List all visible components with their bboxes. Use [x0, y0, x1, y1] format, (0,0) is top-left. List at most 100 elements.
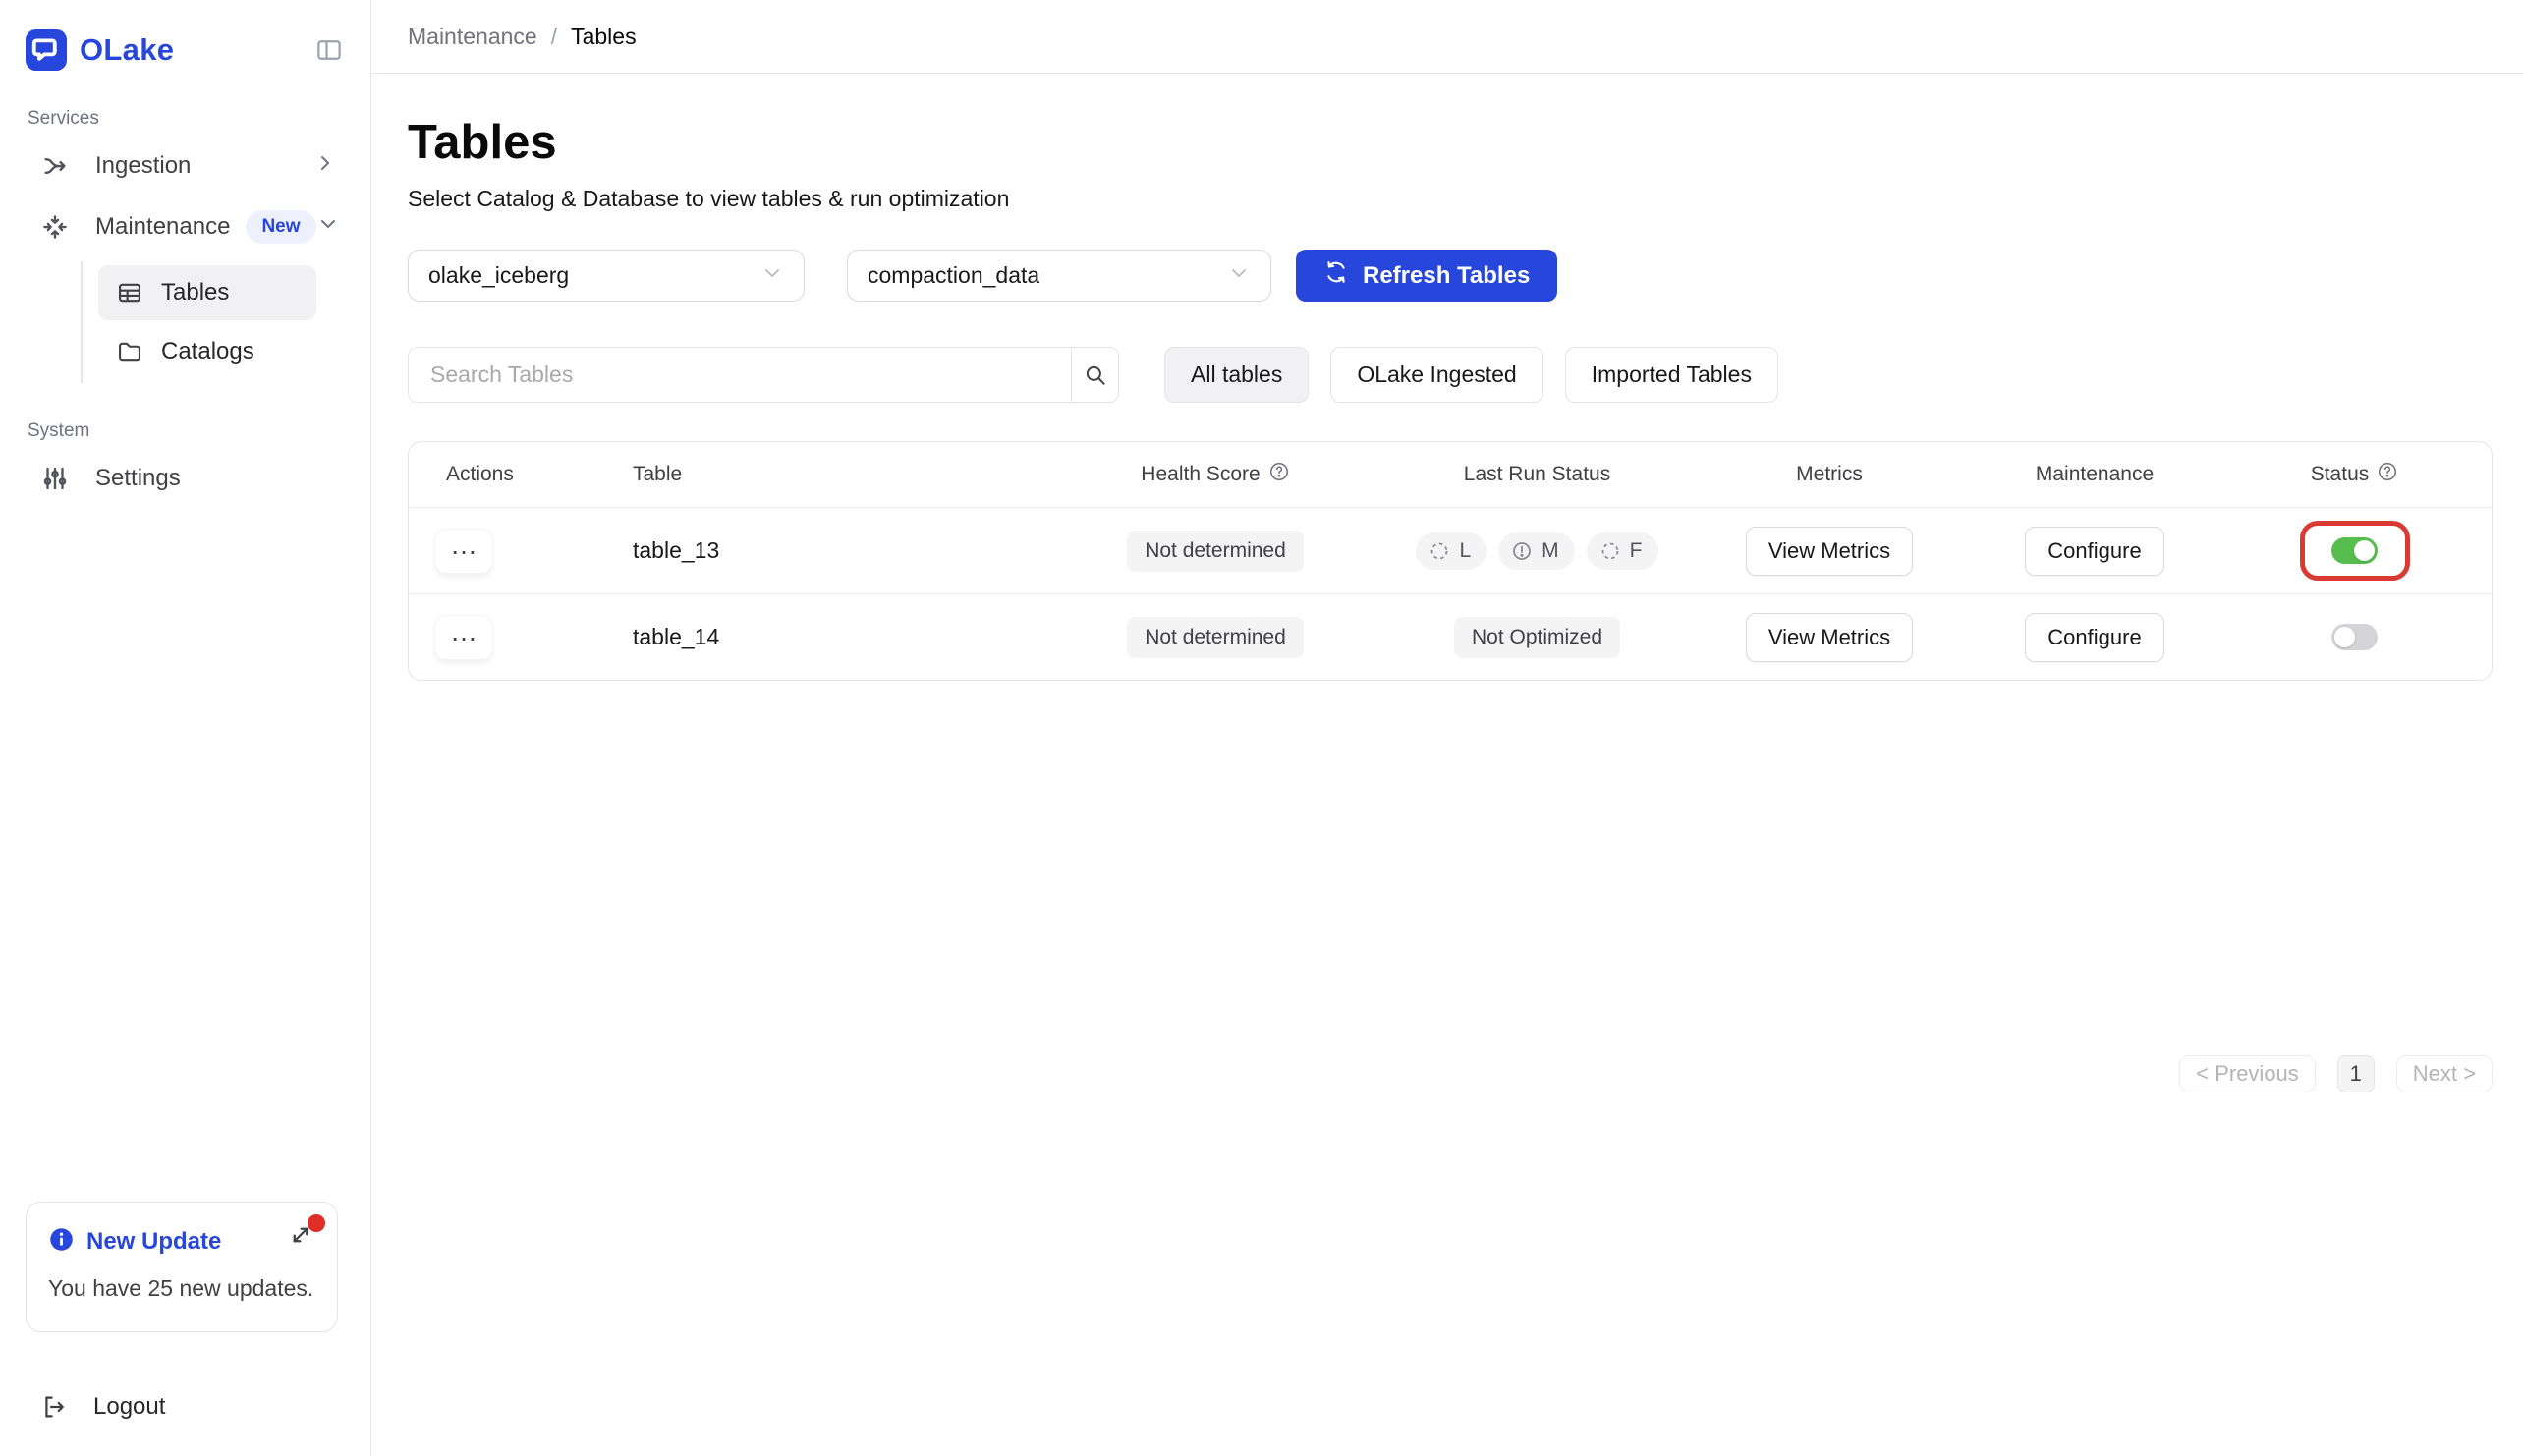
page-subtitle: Select Catalog & Database to view tables… [408, 186, 1010, 211]
breadcrumb-parent[interactable]: Maintenance [408, 23, 537, 49]
filter-all-tables[interactable]: All tables [1164, 347, 1310, 403]
sidebar-collapse-icon[interactable] [311, 32, 347, 68]
run-badge-l: L [1416, 532, 1487, 570]
sidebar-item-tables[interactable]: Tables [98, 265, 316, 320]
services-section-label: Services [28, 108, 99, 129]
chevron-right-icon [313, 151, 337, 182]
ingestion-label: Ingestion [95, 152, 192, 179]
refresh-icon [1323, 259, 1349, 292]
help-circle-icon[interactable] [2377, 461, 2398, 488]
filter-imported-tables[interactable]: Imported Tables [1564, 347, 1778, 403]
page-title: Tables [408, 116, 557, 169]
current-page-indicator[interactable]: 1 [2336, 1055, 2375, 1092]
maintenance-label: Maintenance [95, 213, 231, 240]
col-health-score: Health Score [1043, 461, 1387, 488]
last-run-status-badges: L M [1416, 532, 1658, 570]
sidebar-item-settings[interactable]: Settings [26, 448, 347, 509]
breadcrumb: Maintenance / Tables [371, 0, 2523, 74]
logout-label: Logout [93, 1393, 166, 1420]
search-filter-row: All tables OLake Ingested Imported Table… [408, 347, 2493, 403]
view-metrics-button[interactable]: View Metrics [1745, 612, 1914, 662]
pagination: < Previous 1 Next > [408, 1055, 2493, 1092]
system-section-label: System [28, 420, 90, 441]
refresh-button-label: Refresh Tables [1363, 261, 1531, 289]
toggle-thumb [2354, 540, 2375, 561]
table-row: … table_14 Not determined Not Optimized … [409, 593, 2492, 680]
toggle-thumb [2334, 627, 2355, 647]
table-icon [116, 279, 143, 307]
col-maintenance: Maintenance [2035, 463, 2155, 485]
chevron-down-icon [316, 212, 340, 243]
olake-logo-icon [26, 29, 67, 71]
next-page-button[interactable]: Next > [2395, 1055, 2493, 1092]
run-badge-m: M [1498, 532, 1575, 570]
table-filters: All tables OLake Ingested Imported Table… [1164, 347, 1778, 403]
main-content: Maintenance / Tables Tables Select Catal… [371, 0, 2523, 1456]
filter-olake-ingested[interactable]: OLake Ingested [1330, 347, 1543, 403]
catalog-database-row: olake_iceberg compaction_data [408, 250, 2493, 302]
last-run-status-badge: Not Optimized [1453, 616, 1621, 658]
search-icon[interactable] [1071, 348, 1118, 402]
sidebar: OLake Services Ingestion [0, 0, 371, 1456]
logout-button[interactable]: Logout [26, 1393, 347, 1421]
health-score-badge: Not determined [1127, 616, 1304, 658]
settings-label: Settings [95, 465, 181, 491]
refresh-tables-button[interactable]: Refresh Tables [1296, 250, 1558, 302]
col-last-run-status: Last Run Status [1463, 463, 1611, 485]
previous-page-button[interactable]: < Previous [2179, 1055, 2316, 1092]
chevron-down-icon [760, 261, 784, 291]
expand-icon[interactable] [286, 1214, 325, 1254]
pending-circle-icon [1428, 539, 1451, 563]
catalog-select[interactable]: olake_iceberg [408, 250, 805, 302]
sidebar-item-maintenance[interactable]: Maintenance New [26, 196, 347, 257]
col-actions: Actions [446, 463, 514, 485]
col-metrics: Metrics [1796, 463, 1863, 485]
table-name: table_13 [633, 537, 720, 563]
logout-icon [40, 1393, 68, 1421]
help-circle-icon[interactable] [1268, 461, 1290, 488]
notification-dot [308, 1214, 325, 1232]
table-row: … table_13 Not determined L [409, 507, 2492, 593]
catalogs-label: Catalogs [161, 338, 254, 364]
tables-table: Actions Table Health Score Last Run Sta [408, 441, 2493, 681]
settings-sliders-icon [40, 464, 70, 493]
table-header-row: Actions Table Health Score Last Run Sta [409, 442, 2492, 507]
update-card-title: New Update [86, 1228, 222, 1255]
folder-icon [116, 338, 143, 365]
sidebar-spacer [26, 509, 347, 1202]
alert-circle-icon [1510, 539, 1534, 563]
configure-button[interactable]: Configure [2025, 612, 2164, 662]
breadcrumb-current: Tables [571, 23, 637, 49]
sidebar-item-ingestion[interactable]: Ingestion [26, 136, 347, 196]
pending-circle-icon [1598, 539, 1622, 563]
row-actions-menu-button[interactable]: … [434, 528, 493, 574]
database-select-value: compaction_data [868, 262, 1040, 288]
breadcrumb-separator: / [550, 23, 558, 49]
update-card-body: You have 25 new updates. [48, 1275, 314, 1301]
chevron-down-icon [1227, 261, 1251, 291]
row-actions-menu-button[interactable]: … [434, 614, 493, 660]
search-box [408, 347, 1119, 403]
tables-label: Tables [161, 279, 230, 306]
info-icon [48, 1226, 75, 1258]
health-score-badge: Not determined [1127, 530, 1304, 572]
sidebar-item-catalogs[interactable]: Catalogs [98, 324, 316, 379]
status-toggle-off[interactable] [2331, 624, 2378, 650]
maintenance-children: Tables Catalogs [81, 261, 347, 383]
run-badge-f: F [1586, 532, 1658, 570]
table-name: table_14 [633, 624, 720, 649]
search-input[interactable] [409, 348, 1071, 402]
maintenance-icon [40, 212, 70, 242]
status-toggle-on[interactable] [2331, 537, 2378, 564]
view-metrics-button[interactable]: View Metrics [1745, 526, 1914, 576]
col-table: Table [633, 463, 683, 485]
new-update-card[interactable]: New Update You have 25 new updates. [26, 1202, 338, 1332]
configure-button[interactable]: Configure [2025, 526, 2164, 576]
database-select[interactable]: compaction_data [847, 250, 1271, 302]
col-status: Status [2217, 461, 2492, 488]
brand-name: OLake [80, 32, 175, 67]
ingestion-icon [40, 151, 70, 181]
new-badge: New [246, 210, 316, 244]
sidebar-header: OLake [26, 29, 347, 71]
